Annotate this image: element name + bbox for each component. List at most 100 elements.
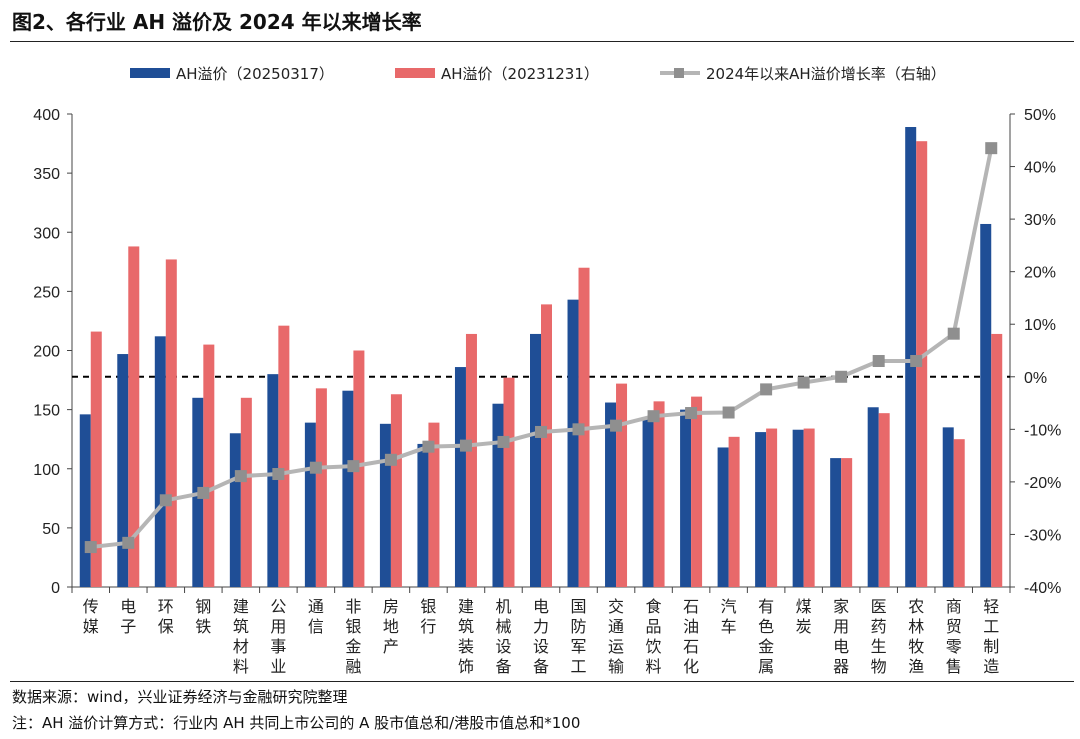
growth-rate-marker <box>722 406 735 419</box>
bar-ah-premium-20231231 <box>878 413 890 587</box>
category-label: 通信 <box>308 597 324 636</box>
category-label: 钢铁 <box>195 597 211 636</box>
bar-ah-premium-20250317 <box>229 433 241 587</box>
left-axis-tick-label: 350 <box>33 166 60 183</box>
left-axis-tick-label: 250 <box>33 284 60 301</box>
chart-growth-line <box>84 142 998 554</box>
category-label: 石油石化 <box>683 597 699 676</box>
bar-ah-premium-20231231 <box>953 439 965 587</box>
bar-ah-premium-20231231 <box>465 333 477 587</box>
bar-ah-premium-20250317 <box>980 223 992 587</box>
growth-rate-marker <box>122 536 135 549</box>
category-label: 食品饮料 <box>646 597 662 676</box>
bar-ah-premium-20231231 <box>240 397 252 587</box>
legend-swatch-20231231 <box>395 68 435 78</box>
category-label: 建筑材料 <box>233 597 249 676</box>
bar-ah-premium-20250317 <box>642 417 654 587</box>
right-axis-tick-label: 0% <box>1024 370 1047 387</box>
category-label: 机械设备 <box>495 597 511 676</box>
bar-ah-premium-20231231 <box>165 259 177 587</box>
category-label: 商贸零售 <box>946 597 962 676</box>
chart-bars <box>79 127 1003 587</box>
growth-rate-marker <box>797 376 810 389</box>
bar-ah-premium-20250317 <box>867 407 879 587</box>
right-axis-tick-label: -30% <box>1024 527 1061 544</box>
category-label: 国防军工 <box>571 597 587 676</box>
right-axis-tick-label: -10% <box>1024 422 1061 439</box>
category-label: 电子 <box>120 597 136 636</box>
category-label: 建筑装饰 <box>458 597 474 676</box>
chart: AH溢价（20250317） AH溢价（20231231） 2024年以来AH溢价增… <box>33 65 1061 676</box>
right-axis-tick-label: -20% <box>1024 475 1061 492</box>
growth-rate-marker <box>610 419 623 432</box>
growth-rate-marker <box>685 407 698 420</box>
right-axis-tick-label: 40% <box>1024 160 1056 177</box>
bar-ah-premium-20250317 <box>492 403 504 587</box>
bar-ah-premium-20231231 <box>203 344 215 587</box>
category-label: 公用事业 <box>270 597 286 676</box>
category-label: 非银金融 <box>345 597 361 676</box>
bar-ah-premium-20250317 <box>942 427 954 587</box>
category-label: 传媒 <box>83 597 99 636</box>
bar-ah-premium-20250317 <box>417 443 429 587</box>
category-label: 汽车 <box>721 597 737 636</box>
bar-ah-premium-20250317 <box>342 390 354 587</box>
bar-ah-premium-20231231 <box>503 377 515 587</box>
category-label: 轻工制造 <box>983 597 999 676</box>
left-axis-tick-label: 400 <box>33 107 60 124</box>
bar-ah-premium-20231231 <box>315 388 327 587</box>
legend-label-20250317: AH溢价（20250317） <box>176 65 334 83</box>
right-axis-tick-label: 50% <box>1024 107 1056 124</box>
growth-rate-marker <box>422 440 435 453</box>
bar-ah-premium-20250317 <box>830 458 842 587</box>
bar-ah-premium-20231231 <box>90 331 102 587</box>
footer-divider <box>10 681 1074 682</box>
category-label: 有色金属 <box>758 597 774 676</box>
data-source-note: 数据来源：wind，兴业证券经济与金融研究院整理 <box>12 688 348 706</box>
bar-ah-premium-20231231 <box>841 458 853 587</box>
category-label: 煤炭 <box>796 597 812 636</box>
growth-rate-marker <box>84 541 97 554</box>
growth-rate-marker <box>309 461 322 474</box>
growth-rate-marker <box>872 355 885 368</box>
growth-rate-marker <box>910 355 923 368</box>
calculation-note: 注：AH 溢价计算方式：行业内 AH 共同上市公司的 A 股市值总和/港股市值总… <box>12 714 581 732</box>
left-axis-tick-label: 0 <box>51 580 60 597</box>
right-axis-tick-label: 30% <box>1024 212 1056 229</box>
growth-rate-marker <box>647 410 660 423</box>
bar-ah-premium-20250317 <box>792 429 804 587</box>
growth-rate-marker <box>835 370 848 383</box>
bar-ah-premium-20250317 <box>605 402 617 587</box>
bar-ah-premium-20250317 <box>379 423 391 587</box>
left-axis-tick-label: 300 <box>33 225 60 242</box>
bar-ah-premium-20231231 <box>278 325 290 587</box>
growth-rate-marker <box>760 383 773 396</box>
legend-label-20231231: AH溢价（20231231） <box>441 65 599 83</box>
bar-ah-premium-20231231 <box>616 383 628 587</box>
category-label: 家用电器 <box>833 597 849 676</box>
growth-rate-marker <box>234 470 247 483</box>
category-label: 医药生物 <box>871 597 887 676</box>
legend-swatch-growth-marker <box>674 68 684 78</box>
growth-rate-marker <box>985 142 998 155</box>
growth-rate-marker <box>197 486 210 499</box>
bar-ah-premium-20250317 <box>304 422 316 587</box>
bar-ah-premium-20250317 <box>567 299 579 587</box>
category-label: 房地产 <box>383 597 399 656</box>
category-label: 环保 <box>158 597 174 636</box>
category-label: 电力设备 <box>533 597 549 676</box>
bar-ah-premium-20231231 <box>390 394 402 587</box>
growth-rate-marker <box>384 453 397 466</box>
bar-ah-premium-20231231 <box>728 436 740 587</box>
bar-ah-premium-20250317 <box>267 374 279 587</box>
growth-rate-marker <box>947 327 960 340</box>
category-label: 农林牧渔 <box>908 597 924 676</box>
bar-ah-premium-20250317 <box>79 414 91 587</box>
category-label: 交通运输 <box>608 597 624 676</box>
bar-ah-premium-20231231 <box>653 401 665 587</box>
growth-rate-marker <box>497 435 510 448</box>
right-axis-tick-label: 10% <box>1024 317 1056 334</box>
bar-ah-premium-20231231 <box>541 304 552 587</box>
title-divider <box>10 41 1074 42</box>
right-axis-tick-label: 20% <box>1024 265 1056 282</box>
